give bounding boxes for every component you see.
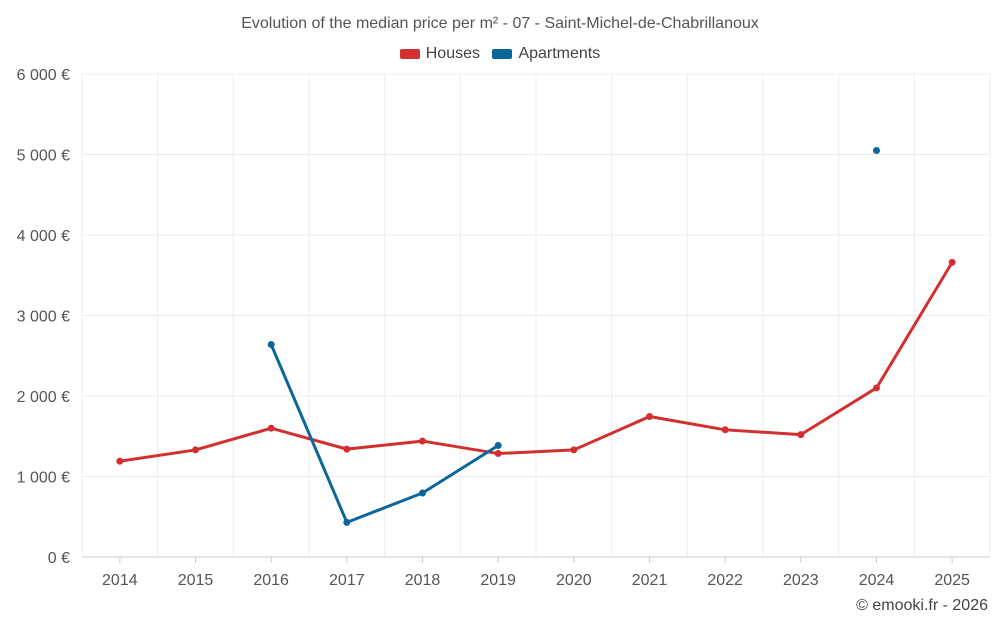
data-point-apartments — [873, 146, 880, 154]
data-point-houses — [646, 413, 653, 421]
series-line-apartments — [269, 342, 500, 524]
legend-label-apartments: Apartments — [518, 45, 601, 62]
data-point-houses — [192, 446, 199, 454]
data-point-apartments — [343, 518, 351, 526]
y-tick-label: 2 000 € — [17, 389, 70, 406]
data-point-houses — [721, 426, 729, 434]
data-point-houses — [873, 384, 880, 392]
y-tick-label: 3 000 € — [17, 309, 70, 326]
legend-swatch-houses — [399, 49, 420, 59]
data-point-houses — [343, 445, 351, 453]
x-tick-label: 2023 — [783, 572, 819, 589]
legend-item-houses[interactable]: Houses — [399, 45, 480, 63]
y-tick-label: 4 000 € — [17, 228, 70, 245]
x-tick-label: 2014 — [102, 572, 138, 589]
data-point-houses — [419, 437, 426, 445]
legend-item-apartments[interactable]: Apartments — [492, 45, 600, 63]
x-tick-label: 2024 — [859, 572, 895, 589]
data-point-apartments — [419, 489, 426, 497]
series-line-houses — [118, 260, 954, 463]
y-tick-label: 6 000 € — [17, 67, 70, 84]
x-tick-label: 2015 — [178, 572, 214, 589]
y-tick-label: 0 € — [48, 550, 70, 567]
y-tick-label: 5 000 € — [17, 148, 70, 165]
credit-text: © emooki.fr - 2026 — [856, 597, 988, 614]
data-point-apartments — [267, 340, 275, 348]
data-point-apartments — [494, 442, 502, 450]
data-point-houses — [116, 457, 124, 465]
data-point-houses — [267, 424, 275, 432]
data-point-houses — [948, 258, 956, 266]
data-point-houses — [494, 450, 502, 458]
x-tick-label: 2020 — [556, 572, 592, 589]
x-tick-label: 2025 — [934, 572, 970, 589]
legend: Houses Apartments — [0, 45, 1000, 64]
legend-swatch-apartments — [492, 49, 513, 59]
x-tick-label: 2016 — [253, 572, 289, 589]
data-point-houses — [797, 431, 805, 439]
x-tick-label: 2021 — [632, 572, 668, 589]
x-tick-label: 2019 — [480, 572, 516, 589]
x-tick-label: 2022 — [707, 572, 743, 589]
y-tick-label: 1 000 € — [17, 470, 70, 487]
data-point-houses — [570, 446, 578, 454]
legend-label-houses: Houses — [425, 45, 480, 62]
x-tick-label: 2018 — [405, 572, 441, 589]
chart-title: Evolution of the median price per m² - 0… — [241, 15, 759, 32]
x-tick-label: 2017 — [329, 572, 365, 589]
